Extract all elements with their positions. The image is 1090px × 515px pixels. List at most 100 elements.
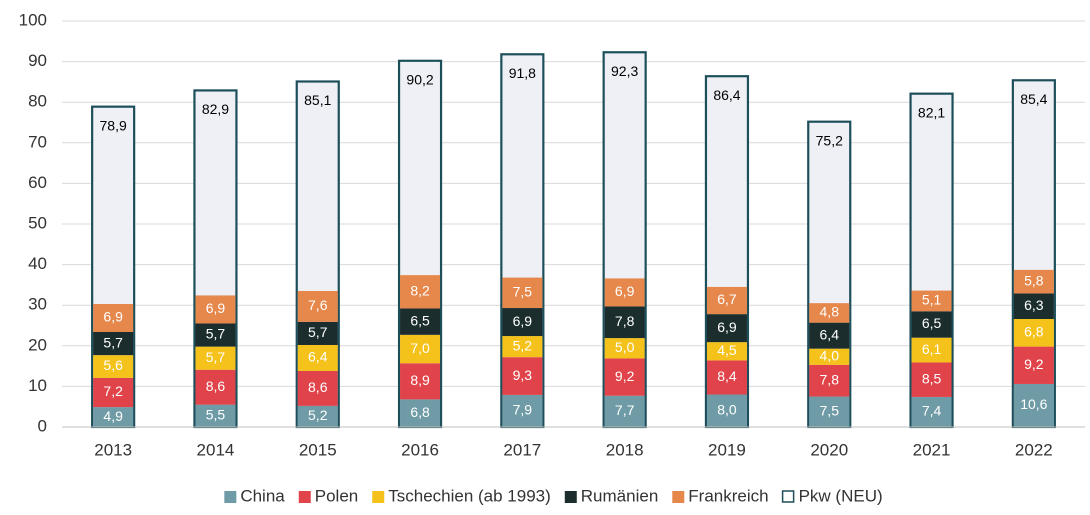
data-label: 8,6: [308, 379, 328, 395]
bar-segment: [1013, 293, 1054, 320]
bar-segment: [502, 308, 543, 337]
data-label: 82,9: [202, 101, 229, 117]
data-label: 5,2: [308, 407, 328, 423]
data-label: 85,4: [1020, 91, 1047, 107]
bar-segment: [706, 394, 747, 427]
data-label: 8,6: [206, 378, 226, 394]
data-label: 8,0: [717, 401, 737, 417]
data-label: 7,4: [922, 403, 942, 419]
bar-segment: [93, 407, 134, 427]
data-label: 5,2: [513, 337, 533, 353]
data-label: 6,8: [410, 404, 430, 420]
bar-segment: [400, 334, 441, 364]
bar-segment: [195, 404, 236, 427]
bar-segment: [502, 357, 543, 395]
data-label: 6,4: [820, 326, 840, 342]
x-tick-label: 2019: [708, 440, 746, 459]
bar-segment: [911, 290, 952, 312]
legend-swatch: [781, 490, 795, 503]
data-label: 4,0: [820, 347, 840, 363]
y-tick-label: 0: [38, 416, 47, 435]
data-label: 91,8: [509, 65, 536, 81]
bar-segment: [1013, 269, 1054, 294]
y-tick-label: 50: [28, 213, 47, 232]
x-tick-label: 2020: [810, 440, 848, 459]
bar-segment: [706, 342, 747, 361]
data-label: 6,3: [1024, 297, 1044, 313]
data-label: 92,3: [611, 63, 638, 79]
data-label: 6,9: [103, 309, 123, 325]
legend-label: Pkw (NEU): [799, 486, 883, 505]
data-label: 6,9: [615, 283, 635, 299]
data-label: 75,2: [816, 132, 843, 148]
data-label: 5,7: [206, 326, 226, 342]
data-label: 7,8: [820, 371, 840, 387]
data-label: 8,5: [922, 370, 942, 386]
data-label: 4,5: [717, 342, 737, 358]
bar-segment: [706, 286, 747, 315]
y-tick-label: 20: [28, 335, 47, 354]
data-label: 9,2: [615, 368, 635, 384]
data-label: 6,9: [206, 300, 226, 316]
bar-segment: [93, 377, 134, 408]
bar-segment: [400, 308, 441, 335]
x-tick-label: 2015: [299, 440, 337, 459]
x-tick-label: 2022: [1015, 440, 1053, 459]
data-label: 6,5: [922, 315, 942, 331]
bar-segment: [297, 405, 338, 427]
bar-segment: [809, 364, 850, 397]
data-label: 7,8: [615, 313, 635, 329]
bar-segment: [911, 311, 952, 338]
data-label: 8,2: [410, 283, 430, 299]
bar-segment: [1013, 319, 1054, 347]
bar-segment: [297, 290, 338, 322]
bar-segment: [93, 303, 134, 332]
data-label: 9,2: [1024, 356, 1044, 372]
data-label: 10,6: [1020, 396, 1047, 412]
data-label: 8,9: [410, 372, 430, 388]
x-tick-label: 2016: [401, 440, 439, 459]
legend-label: Tschechien (ab 1993): [388, 486, 551, 505]
y-tick-label: 100: [19, 10, 47, 29]
data-label: 5,7: [206, 349, 226, 365]
bar-segment: [604, 395, 645, 427]
data-label: 4,9: [103, 408, 123, 424]
bar-segment: [706, 314, 747, 343]
bar-segment: [400, 363, 441, 400]
data-label: 86,4: [713, 87, 740, 103]
y-tick-label: 10: [28, 376, 47, 395]
data-label: 5,7: [103, 334, 123, 350]
data-label: 6,9: [513, 313, 533, 329]
bar-segment: [297, 344, 338, 371]
legend-label: China: [240, 486, 285, 505]
data-label: 5,7: [308, 324, 328, 340]
data-label: 5,5: [206, 407, 226, 423]
bar-segment: [502, 277, 543, 309]
data-label: 82,1: [918, 104, 945, 120]
bar-segment: [809, 396, 850, 427]
bar-segment: [400, 399, 441, 427]
data-label: 7,5: [820, 402, 840, 418]
legend-label: Rumänien: [581, 486, 659, 505]
data-label: 7,9: [513, 402, 533, 418]
bar-segment: [604, 338, 645, 359]
data-label: 85,1: [304, 92, 331, 108]
data-label: 5,6: [103, 357, 123, 373]
bar-segment: [297, 321, 338, 345]
bar-segment: [502, 394, 543, 427]
data-label: 5,0: [615, 339, 635, 355]
legend-swatch: [224, 491, 237, 503]
data-label: 8,4: [717, 368, 737, 384]
bar-segment: [604, 278, 645, 307]
y-tick-label: 30: [28, 295, 47, 314]
legend-swatch: [372, 491, 385, 503]
bar-segment: [809, 322, 850, 349]
bar-segment: [809, 303, 850, 323]
x-tick-label: 2018: [606, 440, 644, 459]
y-tick-label: 70: [28, 132, 47, 151]
bar-segment: [911, 396, 952, 427]
bar-segment: [911, 337, 952, 363]
y-tick-label: 60: [28, 173, 47, 192]
legend-label: Frankreich: [688, 486, 768, 505]
